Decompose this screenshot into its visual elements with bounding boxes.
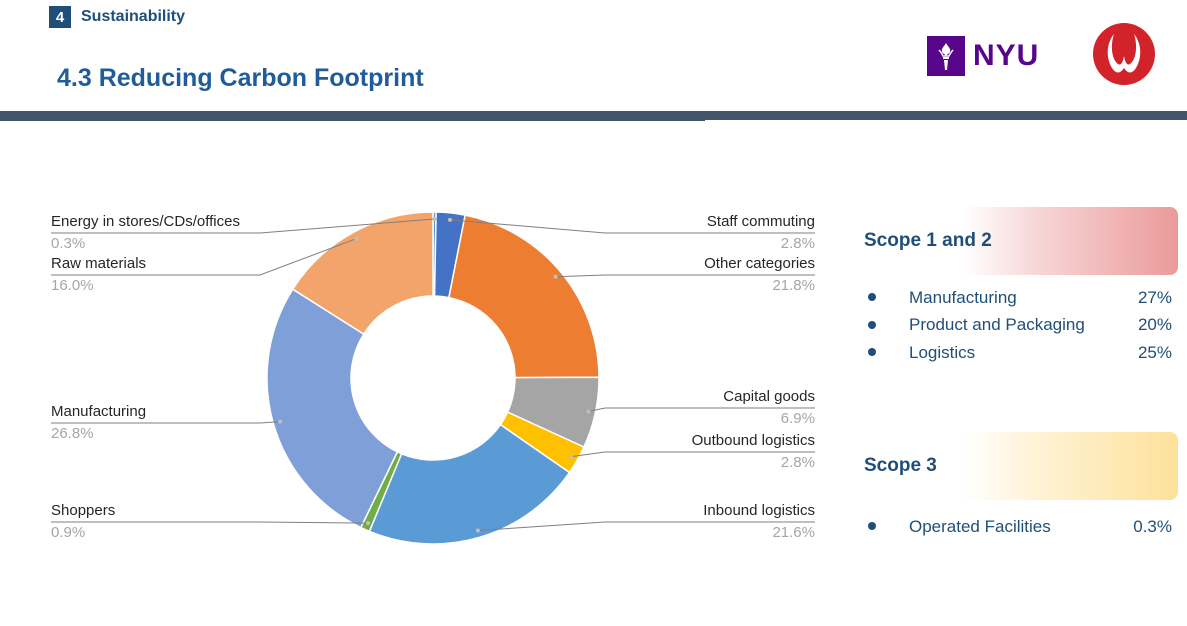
slice-value-label: 2.8% (781, 235, 815, 252)
leader-line (51, 521, 368, 524)
bullet-icon (868, 348, 876, 356)
leader-dot (447, 217, 452, 222)
list-item: Product and Packaging 20% (862, 312, 1178, 340)
slice-label: Outbound logistics (692, 432, 815, 449)
scope-1-2-list: Manufacturing 27% Product and Packaging … (862, 284, 1178, 367)
leader-line (588, 407, 815, 412)
item-value: 27% (1137, 287, 1172, 307)
leader-line (477, 521, 815, 532)
leader-dot (354, 236, 359, 241)
lululemon-logo (1092, 22, 1156, 86)
section-tag: 4 Sustainability (49, 6, 185, 28)
nyu-wordmark: NYU (973, 39, 1040, 72)
slice-value-label: 16.0% (51, 277, 94, 294)
scope-3-list: Operated Facilities 0.3% (862, 513, 1178, 541)
header-divider-bar (0, 111, 1187, 121)
leader-line (555, 274, 815, 278)
slice-label: Raw materials (51, 255, 146, 272)
slice-value-label: 21.6% (772, 524, 815, 541)
section-name: Sustainability (81, 8, 186, 25)
slice-label: Other categories (704, 255, 815, 272)
leader-dot (278, 419, 283, 424)
item-value: 25% (1137, 342, 1172, 362)
scope-1-2-title: Scope 1 and 2 (864, 230, 992, 251)
scope-1-2-header: Scope 1 and 2 (862, 207, 1178, 275)
slice-value-label: 2.8% (781, 454, 815, 471)
chart-leader-lines (51, 217, 815, 533)
leader-line (571, 451, 815, 458)
leader-line (51, 238, 357, 276)
chart-labels: Energy in stores/CDs/offices 0.3% Staff co… (51, 213, 815, 541)
leader-dot (475, 528, 480, 533)
scope-3-header: Scope 3 (862, 432, 1178, 500)
slice-value-label: 0.3% (51, 235, 85, 252)
list-item: Logistics 25% (862, 339, 1178, 367)
item-label: Manufacturing (909, 287, 1017, 307)
slice-value-label: 21.8% (772, 277, 815, 294)
item-label: Operated Facilities (909, 516, 1051, 536)
slice-value-label: 6.9% (781, 410, 815, 427)
nyu-logo: NYU (927, 36, 1039, 76)
item-label: Product and Packaging (909, 315, 1085, 335)
slice-label: Manufacturing (51, 403, 146, 420)
leader-dot (586, 409, 591, 414)
slice-label: Capital goods (723, 388, 815, 405)
donut-chart: Energy in stores/CDs/offices 0.3% Staff co… (51, 211, 815, 545)
slice-label: Inbound logistics (703, 502, 815, 519)
leader-line (449, 219, 815, 234)
item-value: 20% (1137, 315, 1172, 335)
slice-inbound-logistics (368, 423, 571, 545)
slice-raw-materials (291, 211, 434, 336)
leader-line (51, 218, 435, 234)
leader-dot (432, 217, 437, 222)
section-number: 4 (49, 6, 71, 28)
leader-dot (569, 454, 574, 459)
slice-other-categories (448, 214, 600, 379)
item-value: 0.3% (1133, 516, 1172, 536)
page-title: 4.3 Reducing Carbon Footprint (57, 64, 424, 92)
leader-dot (553, 274, 558, 279)
torch-icon (927, 36, 965, 76)
list-item: Manufacturing 27% (862, 284, 1178, 312)
leader-line (51, 421, 281, 424)
slice-label: Staff commuting (707, 213, 815, 230)
slice-value-label: 0.9% (51, 524, 85, 541)
item-label: Logistics (909, 342, 976, 362)
chart-slices (266, 211, 600, 545)
slice-label: Shoppers (51, 502, 115, 519)
bullet-icon (868, 522, 876, 530)
list-item: Operated Facilities 0.3% (862, 513, 1178, 541)
slice-manufacturing (266, 288, 399, 529)
slice-value-label: 26.8% (51, 425, 94, 442)
leader-dot (365, 521, 370, 526)
bullet-icon (868, 320, 876, 329)
bullet-icon (868, 293, 876, 301)
scope-3-title: Scope 3 (864, 455, 937, 476)
slice-label: Energy in stores/CDs/offices (51, 213, 240, 230)
header-divider-gap (705, 120, 1187, 122)
